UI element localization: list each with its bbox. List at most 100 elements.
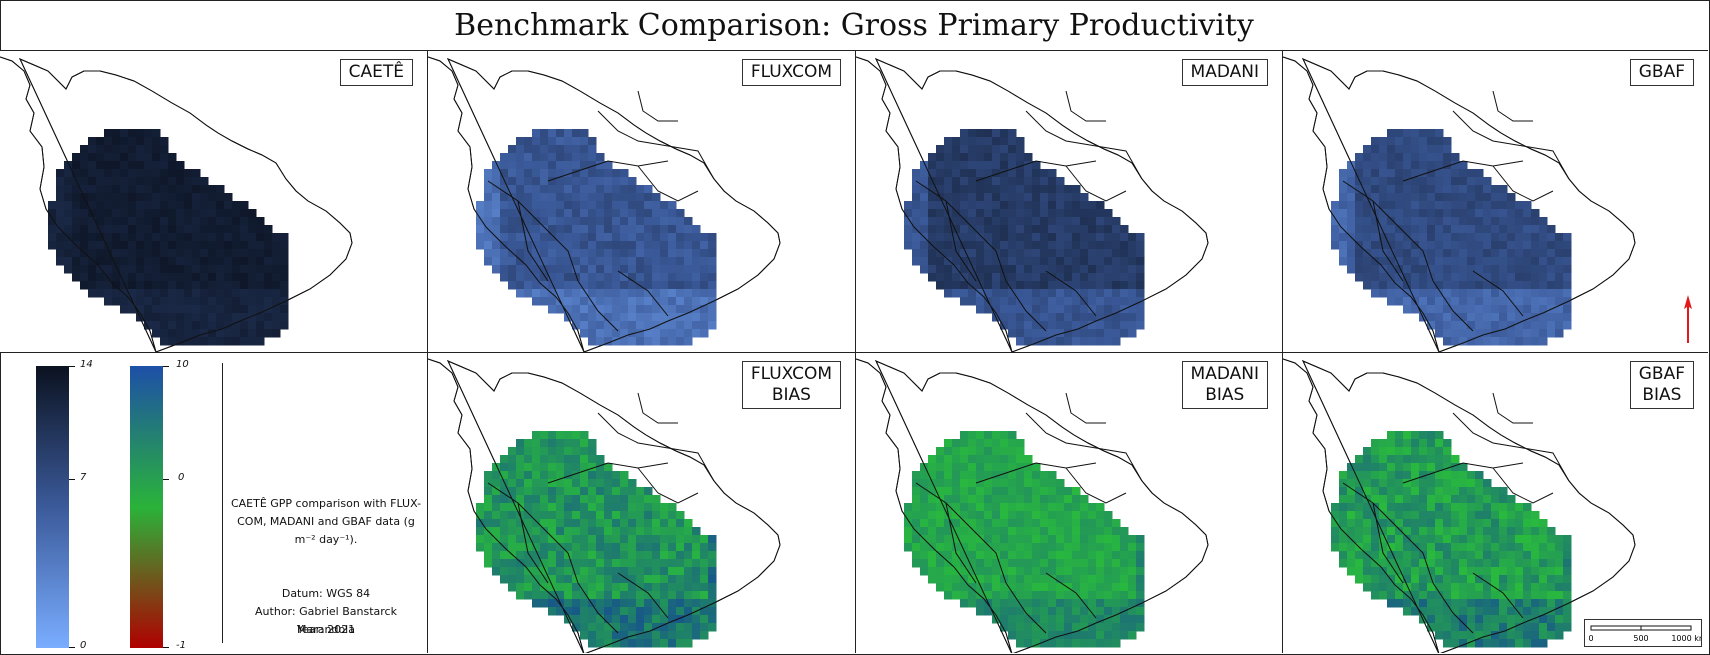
grid-cell: [620, 313, 629, 322]
grid-cell: [644, 543, 653, 552]
grid-cell: [920, 559, 929, 568]
grid-cell: [556, 559, 565, 568]
grid-cell: [596, 265, 605, 274]
grid-cell: [984, 153, 993, 162]
grid-cell: [1563, 535, 1572, 544]
grid-cell: [668, 281, 677, 290]
grid-cell: [1008, 551, 1017, 560]
grid-cell: [628, 185, 637, 194]
country-border: [1452, 110, 1524, 147]
grid-cell: [1096, 583, 1105, 592]
grid-cell: [200, 289, 209, 298]
grid-cell: [1064, 527, 1073, 536]
grid-cell: [620, 551, 629, 560]
grid-cell: [516, 177, 525, 186]
grid-cell: [516, 217, 525, 226]
grid-cell: [984, 559, 993, 568]
grid-cell: [1331, 503, 1340, 512]
grid-cell: [1339, 249, 1348, 258]
grid-cell: [1459, 527, 1468, 536]
grid-cell: [668, 217, 677, 226]
grid-cell: [1435, 281, 1444, 290]
grid-cell: [1443, 487, 1452, 496]
grid-cell: [936, 281, 945, 290]
grid-cell: [1040, 257, 1049, 266]
grid-cell: [1451, 591, 1460, 600]
grid-cell: [692, 615, 701, 624]
grid-cell: [976, 607, 985, 616]
grid-cell: [1451, 471, 1460, 480]
grid-cell: [1523, 217, 1532, 226]
grid-cell: [1104, 599, 1113, 608]
grid-cell: [1435, 257, 1444, 266]
grid-cell: [604, 161, 613, 170]
grid-cell: [660, 575, 669, 584]
grid-cell: [1136, 575, 1145, 584]
grid-cell: [1435, 535, 1444, 544]
grid-cell: [88, 145, 97, 154]
grid-cell: [208, 313, 217, 322]
grid-cell: [1555, 575, 1564, 584]
grid-cell: [1435, 129, 1444, 138]
grid-cell: [700, 241, 709, 250]
grid-cell: [1371, 575, 1380, 584]
grid-cell: [976, 503, 985, 512]
coastline: [856, 56, 1209, 352]
grid-cell: [1379, 233, 1388, 242]
grid-cell: [224, 321, 233, 330]
grid-cell: [564, 201, 573, 210]
grid-cell: [1072, 583, 1081, 592]
grid-cell: [1072, 249, 1081, 258]
grid-cell: [96, 193, 105, 202]
grid-cell: [1000, 185, 1009, 194]
grid-cell: [1008, 193, 1017, 202]
grid-cell: [1048, 297, 1057, 306]
grid-cell: [684, 257, 693, 266]
grid-cell: [612, 623, 621, 632]
grid-cell: [644, 313, 653, 322]
grid-cell: [1136, 583, 1145, 592]
grid-cell: [1016, 329, 1025, 338]
grid-cell: [1483, 305, 1492, 314]
grid-cell: [1507, 241, 1516, 250]
grid-cell: [1443, 233, 1452, 242]
grid-cell: [596, 511, 605, 520]
grid-cell: [636, 273, 645, 282]
grid-cell: [628, 527, 637, 536]
grid-cell: [240, 321, 249, 330]
grid-cell: [548, 265, 557, 274]
grid-cell: [1056, 567, 1065, 576]
grid-cell: [1064, 257, 1073, 266]
grid-cell: [596, 273, 605, 282]
grid-cell: [1451, 297, 1460, 306]
grid-cell: [1032, 495, 1041, 504]
grid-cell: [1483, 559, 1492, 568]
grid-cell: [620, 535, 629, 544]
grid-cell: [248, 241, 257, 250]
grid-cell: [540, 431, 549, 440]
grid-cell: [676, 337, 685, 346]
grid-cell: [540, 209, 549, 218]
grid-cell: [620, 631, 629, 640]
grid-cell: [256, 265, 265, 274]
grid-cell: [960, 257, 969, 266]
grid-cell: [484, 201, 493, 210]
grid-cell: [1499, 281, 1508, 290]
grid-cell: [604, 463, 613, 472]
grid-cell: [1136, 265, 1145, 274]
grid-cell: [1403, 543, 1412, 552]
grid-cell: [588, 297, 597, 306]
grid-cell: [548, 503, 557, 512]
grid-cell: [928, 169, 937, 178]
grid-cell: [1515, 337, 1524, 346]
grid-cell: [160, 233, 169, 242]
grid-cell: [1443, 543, 1452, 552]
grid-cell: [1008, 535, 1017, 544]
grid-cell: [168, 201, 177, 210]
grid-cell: [928, 273, 937, 282]
grid-cell: [1475, 575, 1484, 584]
grid-cell: [176, 169, 185, 178]
grid-cell: [508, 487, 517, 496]
grid-cell: [1008, 439, 1017, 448]
grid-cell: [1072, 313, 1081, 322]
